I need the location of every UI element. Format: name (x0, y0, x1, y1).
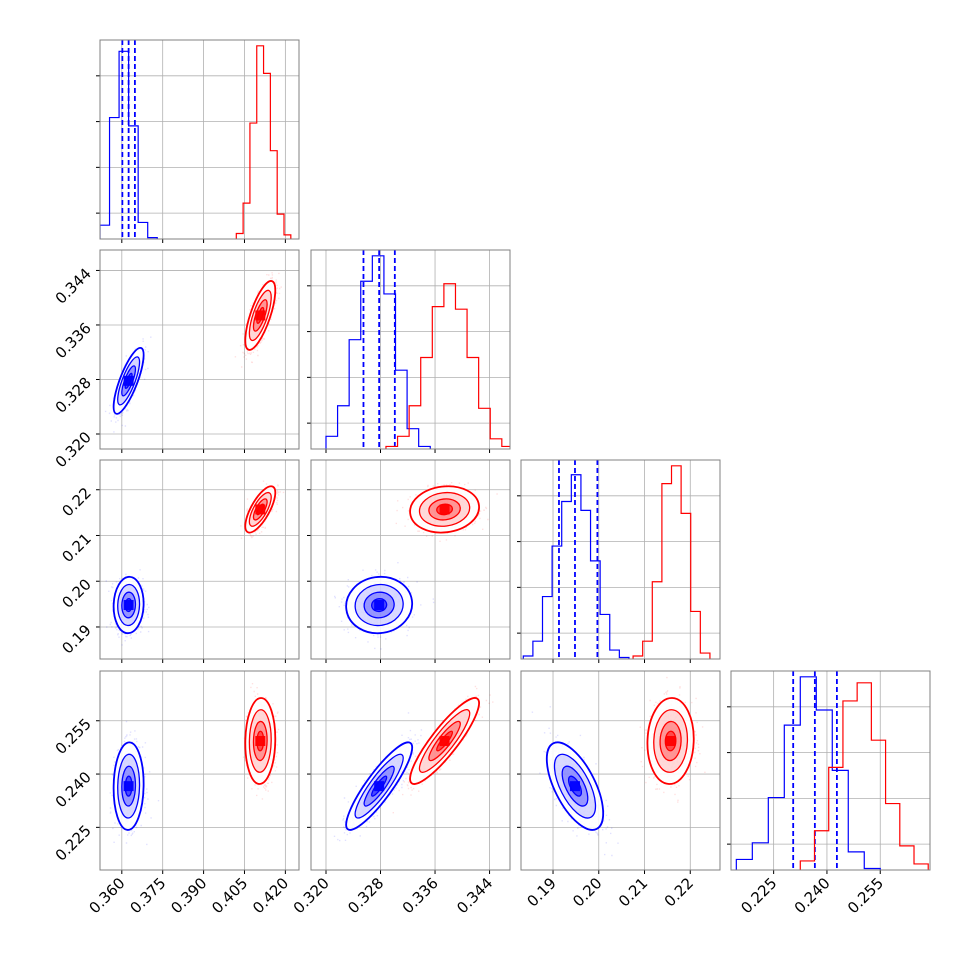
histogram-panel (517, 459, 721, 663)
histogram-red (385, 283, 510, 449)
panel-frame (310, 670, 511, 871)
x-tick-label: 0.225 (737, 874, 780, 917)
x-tick-label: 0.405 (208, 874, 251, 917)
y-tick-label: 0.344 (52, 265, 95, 308)
y-tick-label: 0.255 (52, 715, 95, 758)
y-tick-label: 0.240 (52, 768, 95, 811)
histogram-red (235, 45, 292, 239)
density-peak-red (255, 736, 266, 747)
panel-frame (310, 249, 511, 450)
y-tick-label: 0.21 (58, 530, 94, 566)
x-tick-label: 0.20 (569, 874, 605, 910)
density-peak-red (255, 504, 266, 515)
histogram-blue (735, 676, 881, 870)
scatter-panel: 0.320 0.328 0.336 0.344 (290, 670, 511, 917)
scatter-panel: 0.19 0.20 0.21 0.22 (58, 459, 300, 663)
x-tick-label: 0.19 (524, 874, 560, 910)
x-tick-label: 0.320 (290, 874, 333, 917)
density-peak-red (255, 310, 266, 321)
panel-frame (99, 249, 300, 450)
scatter-panel: 0.320 0.328 0.336 0.344 (52, 249, 300, 471)
scatter-panel (307, 459, 511, 663)
x-tick-label: 0.390 (167, 874, 210, 917)
histogram-panel: 0.225 0.240 0.255 (727, 670, 931, 917)
y-tick-label: 0.22 (58, 484, 94, 520)
x-tick-label: 0.336 (399, 874, 442, 917)
x-tick-label: 0.375 (126, 874, 169, 917)
histogram-blue (325, 255, 431, 449)
x-tick-label: 0.21 (615, 874, 651, 910)
density-peak-blue (123, 600, 134, 611)
panel-frame (99, 459, 300, 660)
density-peak-blue (374, 600, 385, 611)
density-peak-red (439, 736, 450, 747)
y-tick-label: 0.20 (58, 575, 94, 611)
x-tick-label: 0.255 (844, 874, 887, 917)
x-tick-label: 0.22 (661, 874, 697, 910)
panel-frame (310, 459, 511, 660)
y-tick-label: 0.19 (58, 621, 94, 657)
density-peak-red (439, 504, 450, 515)
density-peak-blue (569, 781, 580, 792)
y-tick-label: 0.320 (52, 428, 95, 471)
panel-frame (99, 670, 300, 871)
histogram-red (632, 465, 711, 659)
x-tick-label: 0.420 (249, 874, 292, 917)
y-tick-label: 0.336 (52, 319, 95, 362)
panel-frame (99, 39, 300, 240)
histogram-panel (96, 39, 300, 243)
histogram-panel (307, 249, 511, 453)
y-tick-label: 0.328 (52, 374, 95, 417)
histogram-red (799, 682, 929, 870)
density-peak-blue (123, 781, 134, 792)
density-peak-red (665, 736, 676, 747)
density-peak-blue (374, 781, 385, 792)
x-tick-label: 0.240 (791, 874, 834, 917)
panel-frame (520, 670, 721, 871)
x-tick-label: 0.360 (86, 874, 129, 917)
x-tick-label: 0.328 (344, 874, 387, 917)
histogram-blue (522, 474, 630, 659)
panel-frame (520, 459, 721, 660)
panel-frame (730, 670, 931, 871)
x-tick-label: 0.344 (453, 874, 496, 917)
y-tick-label: 0.225 (52, 821, 95, 864)
density-peak-blue (123, 375, 134, 386)
